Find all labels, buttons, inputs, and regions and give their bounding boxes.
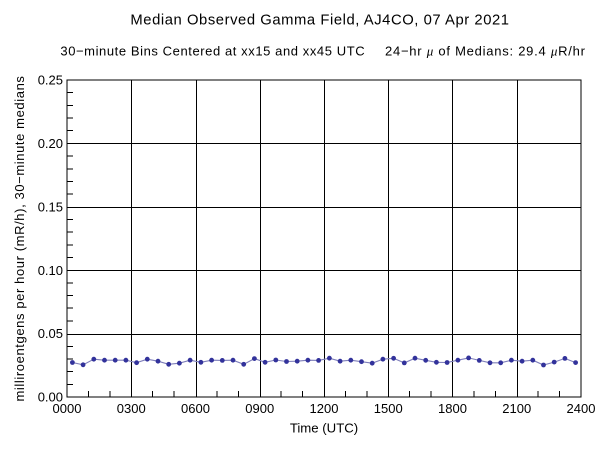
svg-text:0.15: 0.15 (38, 199, 63, 214)
svg-text:0600: 0600 (181, 401, 210, 416)
svg-text:0.00: 0.00 (38, 390, 63, 405)
svg-text:0.10: 0.10 (38, 263, 63, 278)
svg-text:Median Observed Gamma Field, A: Median Observed Gamma Field, AJ4CO, 07 A… (130, 13, 509, 29)
svg-text:0300: 0300 (117, 401, 146, 416)
svg-text:0000: 0000 (53, 401, 82, 416)
svg-text:1500: 1500 (374, 401, 403, 416)
svg-text:24−hr μ of Medians: 29.4 μR/hr: 24−hr μ of Medians: 29.4 μR/hr (385, 44, 586, 59)
svg-text:0.20: 0.20 (38, 136, 63, 151)
svg-text:1200: 1200 (310, 401, 339, 416)
svg-text:1800: 1800 (438, 401, 467, 416)
svg-text:milliroentgens per hour (mR/h): milliroentgens per hour (mR/h), 30−minut… (12, 75, 27, 401)
svg-text:0900: 0900 (245, 401, 274, 416)
svg-text:2400: 2400 (567, 401, 596, 416)
svg-text:2100: 2100 (502, 401, 531, 416)
svg-text:0.05: 0.05 (38, 326, 63, 341)
svg-text:30−minute Bins Centered at xx1: 30−minute Bins Centered at xx15 and xx45… (60, 44, 365, 59)
svg-text:0.25: 0.25 (38, 73, 63, 88)
svg-text:Time (UTC): Time (UTC) (290, 420, 358, 435)
